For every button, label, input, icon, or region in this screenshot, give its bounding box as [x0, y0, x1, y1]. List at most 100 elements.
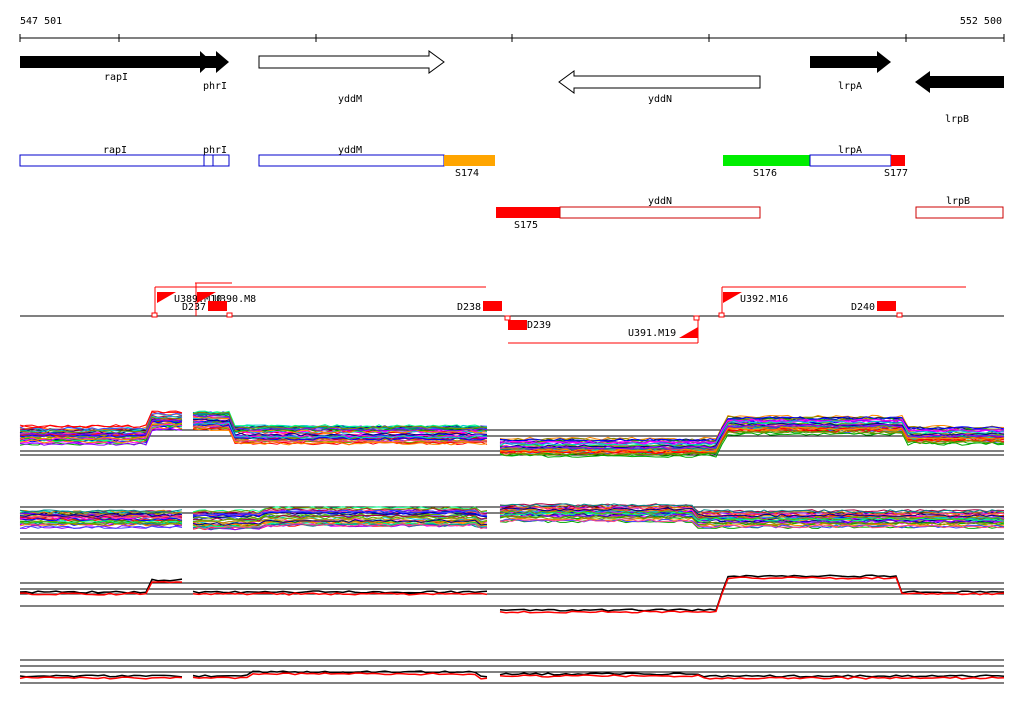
- gene-label-phrI: phrI: [203, 81, 227, 92]
- expression-profile-line: [192, 515, 488, 523]
- feature-label-D239: D239: [527, 320, 551, 331]
- expression-profile-line: [499, 510, 1005, 521]
- expression-profile-line: [499, 416, 1005, 443]
- feature-label-D240: D240: [851, 302, 875, 313]
- gene-arrow-yddN[interactable]: [558, 70, 761, 94]
- expression-profile-line: [192, 592, 488, 596]
- gene-label-lrpB: lrpB: [945, 114, 969, 125]
- region-end-marker: [504, 315, 511, 321]
- promoter-flag-U389[interactable]: [157, 292, 176, 303]
- terminator-D239[interactable]: [508, 320, 527, 330]
- expression-profile-line: [500, 422, 1005, 449]
- expression-profile-line: [192, 414, 488, 432]
- feature-label-U390: U390.M8: [214, 294, 256, 305]
- transcript-label-phrI: phrI: [203, 145, 227, 156]
- transcript-label-lrpB: lrpB: [946, 196, 970, 207]
- expression-profile-line: [499, 503, 1005, 514]
- expression-profile-line: [19, 420, 183, 438]
- segment-label-S176: S176: [753, 168, 777, 179]
- expression-profile-line: [19, 674, 183, 678]
- gene-arrow-phrI[interactable]: [204, 51, 229, 73]
- expression-profile-line: [192, 590, 488, 594]
- promoter-flag-U391[interactable]: [679, 327, 698, 338]
- transcript-yddM[interactable]: [258, 154, 445, 167]
- coordinate-ruler: 547 501 552 500: [19, 16, 1005, 42]
- terminator-D237[interactable]: [208, 301, 227, 311]
- promoter-flag-U390[interactable]: [197, 292, 216, 303]
- expression-profile-line: [192, 509, 488, 517]
- segment-S176[interactable]: [723, 155, 810, 166]
- transcript-rapI[interactable]: [19, 154, 205, 167]
- expression-profile-line: [192, 518, 488, 526]
- expression-profile-line: [192, 670, 488, 678]
- reverse-transcript-track: S175 yddN lrpB: [496, 196, 1004, 231]
- segment-S175[interactable]: [496, 207, 560, 218]
- transcript-phrI[interactable]: [203, 154, 230, 167]
- expression-profile-line: [192, 427, 488, 446]
- expression-profile-line: [192, 522, 488, 530]
- expression-profile-line: [19, 525, 183, 529]
- gene-label-rapI: rapI: [104, 72, 128, 83]
- expression-profile-line: [19, 514, 183, 519]
- expression-track-pair-1: [19, 574, 1005, 614]
- terminator-D238[interactable]: [483, 301, 502, 311]
- expression-profile-line: [192, 423, 488, 441]
- expression-profile-line: [499, 515, 1005, 526]
- feature-label-U392: U392.M16: [740, 294, 788, 305]
- expression-profile-line: [19, 422, 183, 441]
- expression-profile-line: [192, 411, 488, 430]
- expression-profile-line: [19, 521, 183, 526]
- expression-profile-line: [192, 418, 488, 437]
- region-end-marker: [718, 312, 725, 318]
- expression-profile-line: [192, 510, 488, 518]
- expression-profile-line: [19, 513, 182, 518]
- expression-profile-line: [499, 426, 1005, 453]
- expression-profile-line: [499, 513, 1005, 523]
- expression-profile-line: [19, 418, 183, 437]
- expression-profile-line: [192, 506, 488, 514]
- gene-arrow-yddM[interactable]: [258, 50, 445, 74]
- expression-profile-line: [20, 517, 183, 522]
- expression-profile-line: [499, 507, 1005, 518]
- feature-label-D238: D238: [457, 302, 481, 313]
- expression-profile-line: [19, 415, 182, 434]
- expression-profile-line: [499, 423, 1005, 450]
- expression-profile-line: [192, 520, 487, 528]
- segment-label-S177: S177: [884, 168, 908, 179]
- expression-profile-line: [192, 514, 488, 522]
- gene-arrow-lrpA[interactable]: [810, 51, 891, 73]
- expression-profile-line: [192, 425, 488, 444]
- ruler-end-label: 552 500: [960, 16, 1002, 27]
- gene-label-lrpA: lrpA: [838, 81, 862, 92]
- transcript-label-yddN: yddN: [648, 196, 672, 207]
- region-end-marker: [151, 312, 158, 318]
- gene-label-yddM: yddM: [338, 94, 362, 105]
- expression-profile-line: [192, 523, 488, 530]
- expression-profile-line: [19, 520, 183, 525]
- expression-profile-line: [192, 672, 488, 680]
- transcript-label-lrpA: lrpA: [838, 145, 862, 156]
- segment-S174[interactable]: [444, 155, 495, 166]
- expression-profile-line: [19, 509, 183, 513]
- expression-profile-line: [499, 574, 1005, 612]
- gene-arrow-lrpB[interactable]: [915, 71, 1004, 93]
- transcript-yddN[interactable]: [559, 206, 761, 219]
- expression-profile-line: [499, 506, 1005, 517]
- segment-label-S174: S174: [455, 168, 479, 179]
- expression-track-multi-2: [19, 503, 1005, 540]
- gene-track: rapI phrI yddM yddN lrpA lrpB: [20, 50, 1004, 125]
- expression-profile-line: [19, 423, 183, 442]
- transcript-lrpB[interactable]: [915, 206, 1004, 219]
- expression-profile-line: [19, 427, 183, 445]
- expression-profile-line: [499, 674, 1005, 680]
- expression-profile-line: [19, 578, 183, 594]
- transcript-lrpA[interactable]: [809, 154, 892, 167]
- segment-S177[interactable]: [891, 155, 905, 166]
- expression-profile-line: [19, 525, 183, 530]
- gene-arrow-rapI[interactable]: [20, 51, 212, 73]
- expression-track-pair-2: [19, 659, 1005, 684]
- terminator-D240[interactable]: [877, 301, 896, 311]
- promoter-flag-U392[interactable]: [723, 292, 742, 303]
- forward-transcript-track: rapI phrI yddM S174 S176 lrpA S177: [19, 145, 908, 179]
